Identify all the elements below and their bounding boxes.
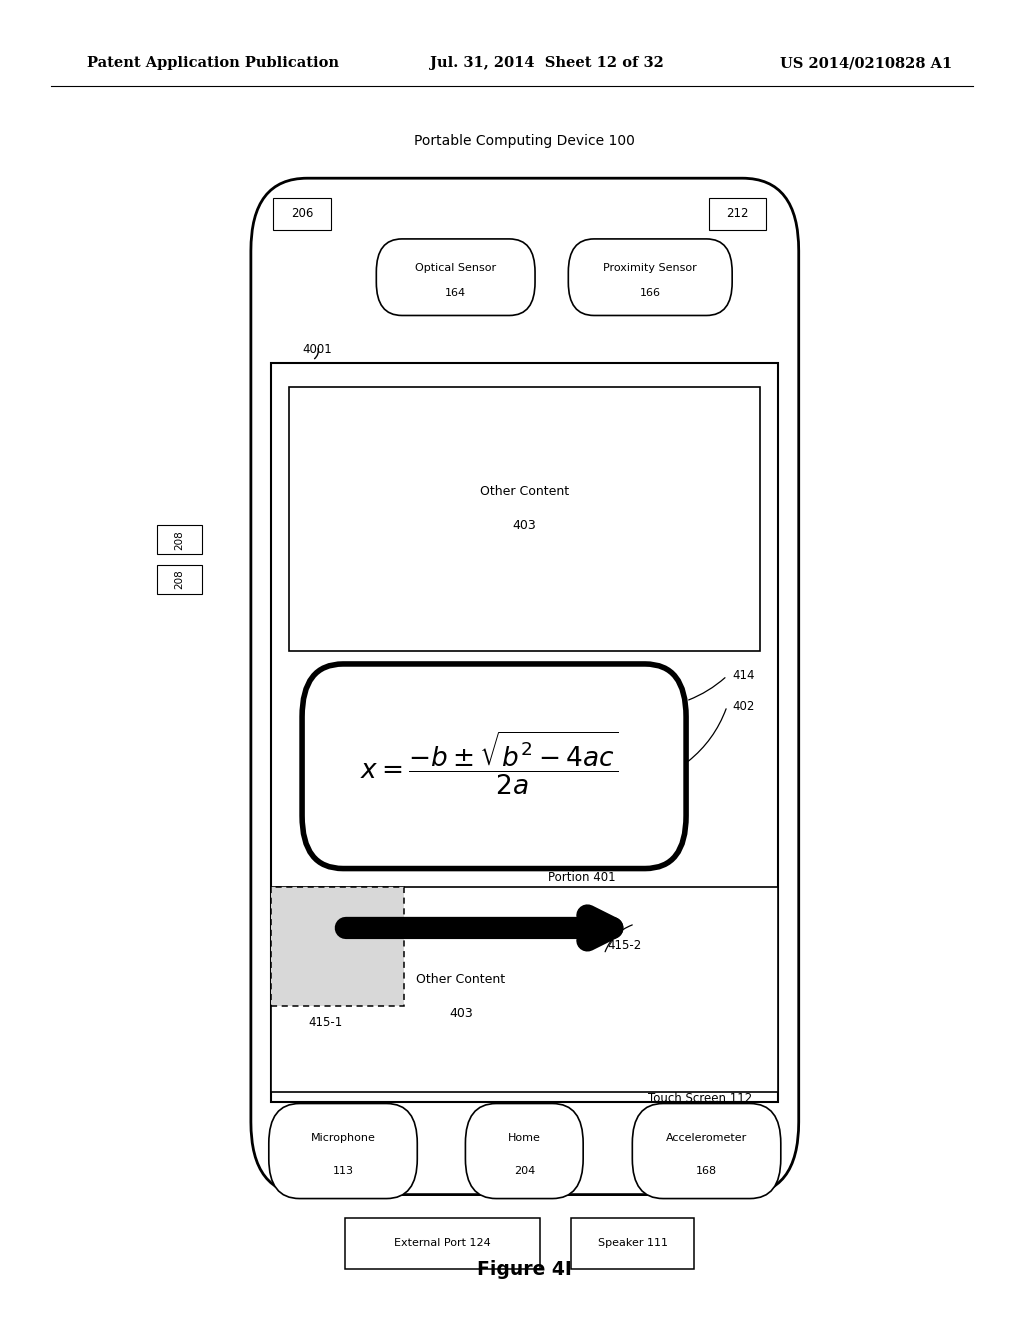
Text: 415-2: 415-2 [607,939,641,952]
FancyBboxPatch shape [345,1218,540,1269]
Text: Optical Sensor: Optical Sensor [415,263,497,273]
FancyBboxPatch shape [157,525,202,554]
Text: 402: 402 [732,700,755,713]
Text: Jul. 31, 2014  Sheet 12 of 32: Jul. 31, 2014 Sheet 12 of 32 [430,57,664,70]
Text: 415-1: 415-1 [308,1016,343,1030]
FancyBboxPatch shape [302,664,686,869]
Text: Portable Computing Device 100: Portable Computing Device 100 [414,135,635,148]
Text: Proximity Sensor: Proximity Sensor [603,263,697,273]
FancyBboxPatch shape [571,1218,694,1269]
Text: 208: 208 [174,570,184,589]
Text: 208: 208 [174,531,184,549]
FancyBboxPatch shape [709,198,766,230]
FancyBboxPatch shape [289,387,760,651]
Text: Portion 401: Portion 401 [548,871,615,884]
Text: 204: 204 [514,1166,535,1176]
FancyBboxPatch shape [273,198,331,230]
Text: Microphone: Microphone [310,1133,376,1143]
Text: Patent Application Publication: Patent Application Publication [87,57,339,70]
FancyBboxPatch shape [377,239,535,315]
FancyBboxPatch shape [632,1104,780,1199]
FancyBboxPatch shape [568,239,732,315]
Text: 403: 403 [449,1007,473,1020]
Text: 212: 212 [726,207,749,220]
Text: 166: 166 [640,288,660,298]
Text: 4001: 4001 [302,343,332,356]
Text: 168: 168 [696,1166,717,1176]
Text: 164: 164 [445,288,466,298]
FancyBboxPatch shape [271,887,778,1092]
FancyBboxPatch shape [271,363,778,1102]
Text: Home: Home [508,1133,541,1143]
Text: 403: 403 [512,519,537,532]
Text: $x = \dfrac{-b \pm \sqrt{b^2 - 4ac}}{2a}$: $x = \dfrac{-b \pm \sqrt{b^2 - 4ac}}{2a}… [360,729,618,797]
Text: 206: 206 [291,207,313,220]
Text: US 2014/0210828 A1: US 2014/0210828 A1 [780,57,952,70]
Text: Other Content: Other Content [416,973,506,986]
Text: 113: 113 [333,1166,353,1176]
FancyBboxPatch shape [268,1104,418,1199]
Text: 414: 414 [732,669,755,682]
Text: Speaker 111: Speaker 111 [598,1238,668,1249]
FancyBboxPatch shape [465,1104,584,1199]
Text: Figure 4I: Figure 4I [477,1261,571,1279]
FancyBboxPatch shape [271,887,404,1006]
Text: External Port 124: External Port 124 [394,1238,490,1249]
FancyBboxPatch shape [251,178,799,1195]
Text: Accelerometer: Accelerometer [666,1133,748,1143]
Text: Other Content: Other Content [479,484,569,498]
FancyBboxPatch shape [157,565,202,594]
Text: Touch Screen 112: Touch Screen 112 [648,1092,753,1105]
